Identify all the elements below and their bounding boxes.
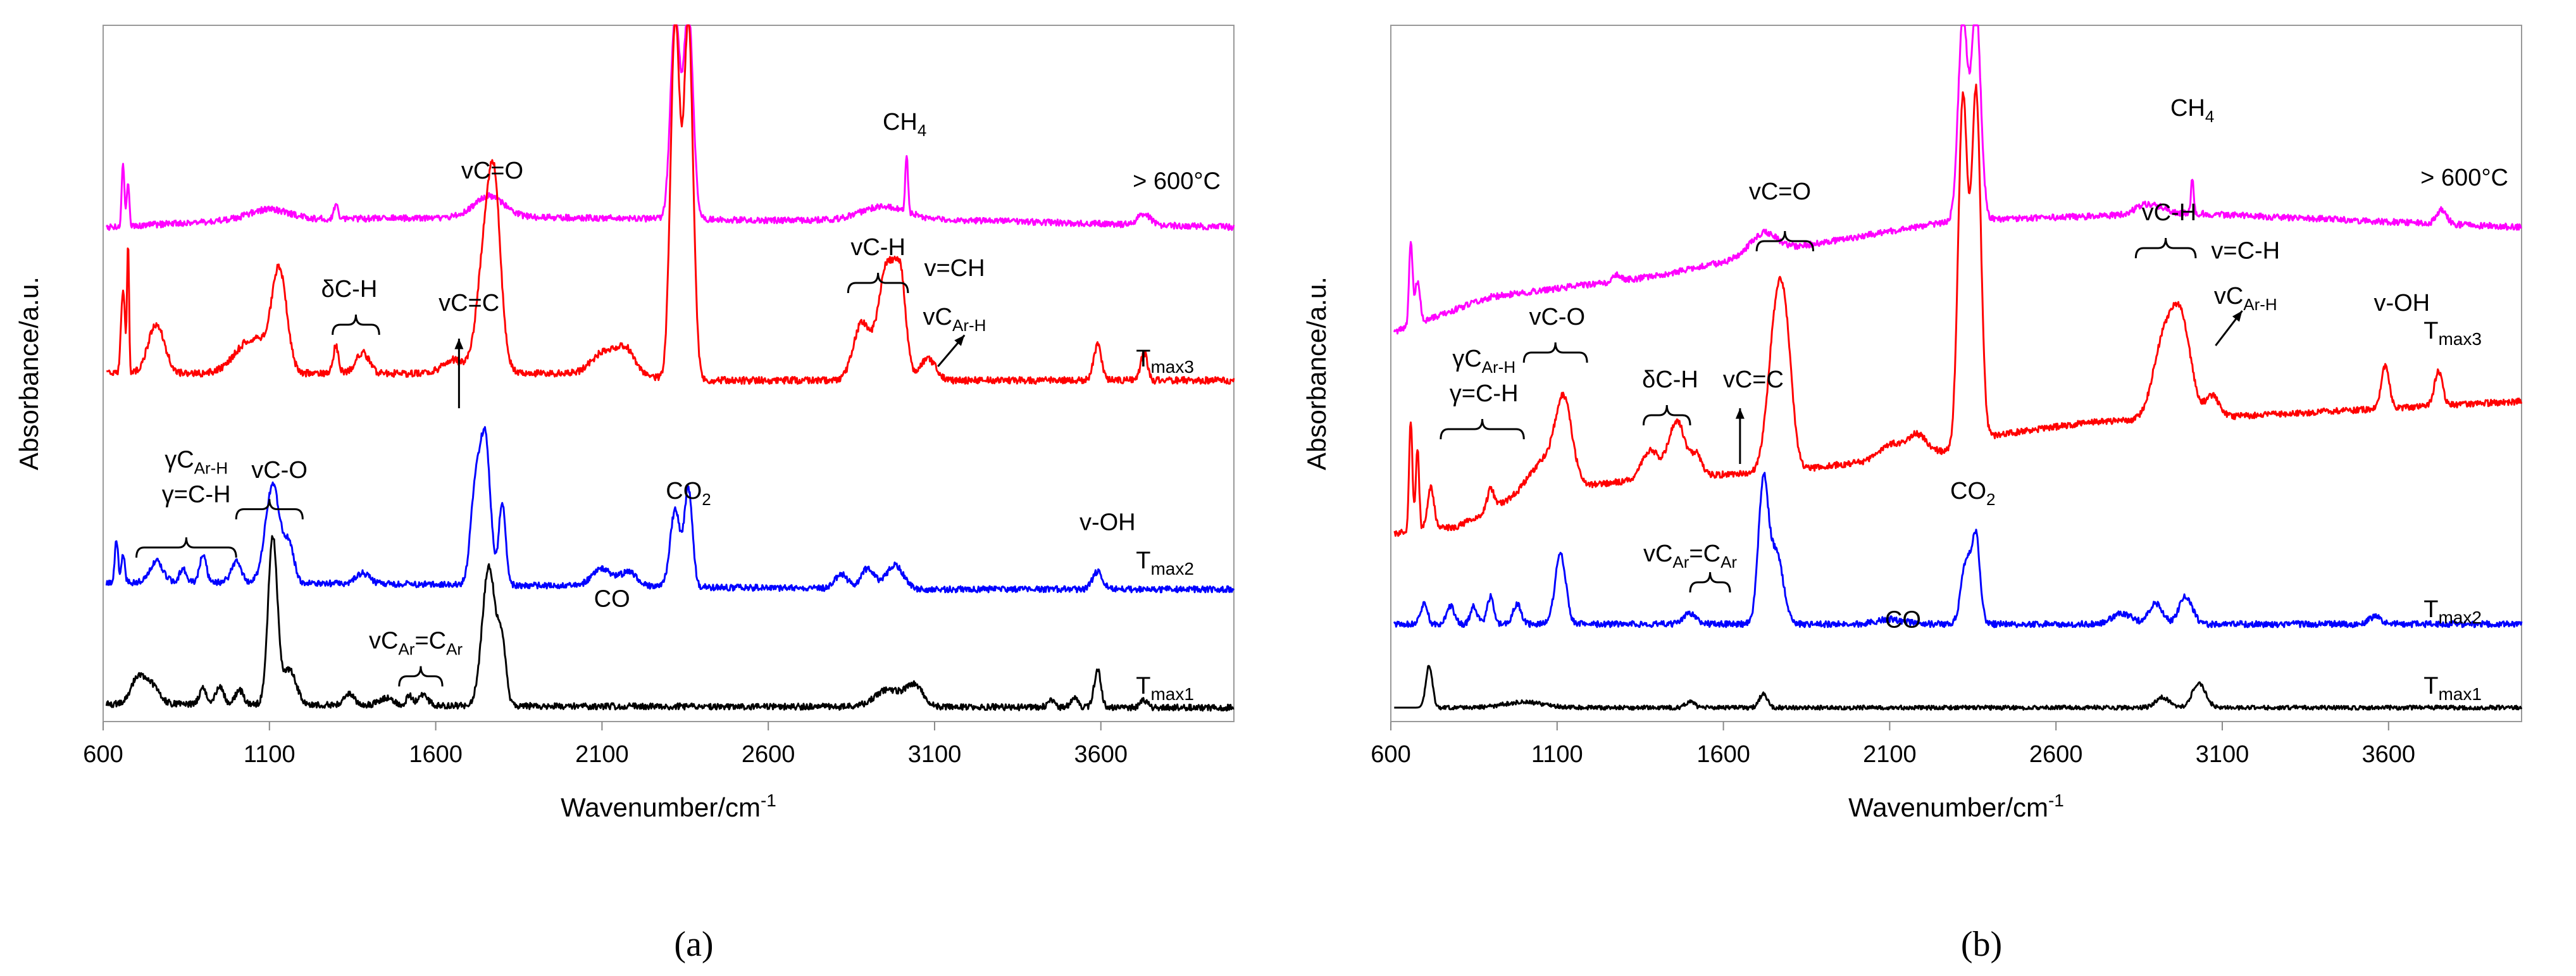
series-line xyxy=(105,426,1235,594)
annotation-label: vCAr-H xyxy=(923,304,986,335)
annotation-label: CH4 xyxy=(883,109,926,140)
plot-frame xyxy=(103,25,1235,722)
x-tick-label: 3100 xyxy=(2196,741,2249,768)
x-tick-label: 2600 xyxy=(742,741,795,768)
annotation-label: vC-O xyxy=(251,457,308,484)
annotation-label: vC=O xyxy=(1749,178,1811,205)
x-tick-label: 3600 xyxy=(2361,741,2415,768)
x-tick-label: 1100 xyxy=(244,741,296,768)
annotation-label: CO xyxy=(594,586,630,613)
bracket xyxy=(1642,404,1691,426)
bracket xyxy=(235,499,304,520)
annotation-label: CO2 xyxy=(666,478,711,509)
x-tick-label: 1100 xyxy=(1531,741,1583,768)
annotation-label: vC=C xyxy=(1723,366,1784,393)
x-axis-label: Wavenumber/cm-1 xyxy=(561,791,776,822)
annotation-label: vCAr-H xyxy=(2214,283,2277,314)
annotation-label: γCAr-H xyxy=(1452,346,1515,377)
annotation-label: vCAr=CAr xyxy=(1643,541,1737,572)
annotation-label: CH4 xyxy=(2170,95,2214,126)
bracket xyxy=(847,272,909,294)
x-tick-label: 2100 xyxy=(575,741,629,768)
x-tick-label: 1600 xyxy=(1696,741,1750,768)
series-label: Tmax2 xyxy=(2424,596,2482,627)
annotation-label: CO xyxy=(1885,607,1921,634)
x-tick-label: 3600 xyxy=(1074,741,1128,768)
chart-panel-a: 600 1100 1600 2100 2600 3100 3600 Wavenumber/cm… xyxy=(14,24,1235,964)
x-tick-label: 2100 xyxy=(1863,741,1917,768)
bracket xyxy=(332,314,380,335)
annotation-label: v-OH xyxy=(2374,290,2430,316)
annotation-label: δC-H xyxy=(321,276,378,303)
series-line xyxy=(106,24,1235,231)
annotation-label: v-OH xyxy=(1080,510,1136,536)
bracket xyxy=(1689,572,1731,593)
y-axis-label: Absorbance/a.u. xyxy=(14,277,44,470)
annotation-label: v=C-H xyxy=(2211,238,2280,265)
x-tick-label: 600 xyxy=(1371,741,1410,768)
annotation-label: vC=C xyxy=(439,290,499,316)
arrow-head xyxy=(2232,311,2243,322)
series-label: Tmax2 xyxy=(1136,547,1194,579)
bracket xyxy=(135,537,237,558)
annotation-label: vC-O xyxy=(1529,304,1585,330)
annotation-label: CO2 xyxy=(1950,478,1995,509)
annotation-label: vCAr=CAr xyxy=(369,628,463,659)
x-axis-label: Wavenumber/cm-1 xyxy=(1848,791,2064,822)
plot-frame xyxy=(1390,25,2522,722)
chart-panel-b: 600 1100 1600 2100 2600 3100 3600 Wavenumber/cm… xyxy=(1302,24,2523,964)
series-label: Tmax1 xyxy=(2424,673,2482,704)
series-line xyxy=(1393,24,2522,335)
series-label: Tmax3 xyxy=(1136,346,1194,377)
series-label: > 600°C xyxy=(2420,165,2508,191)
series-line xyxy=(1393,665,2523,711)
bracket xyxy=(398,666,444,687)
series-label: Tmax3 xyxy=(2424,318,2482,349)
series-line xyxy=(105,535,1235,712)
x-tick-label: 3100 xyxy=(908,741,962,768)
x-tick-label: 1600 xyxy=(409,741,463,768)
bracket xyxy=(1522,342,1588,363)
arrow-head xyxy=(454,339,464,349)
arrow-head xyxy=(954,335,965,346)
series-label: Tmax1 xyxy=(1136,673,1194,704)
annotation-label: vC-H xyxy=(850,234,905,261)
series-line xyxy=(1393,472,2523,629)
annotation-label: vC=O xyxy=(461,158,523,184)
annotation-label: γ=C-H xyxy=(162,482,231,508)
annotation-label: vC-H xyxy=(2142,199,2197,226)
x-tick-label: 2600 xyxy=(2029,741,2083,768)
panel-label: (b) xyxy=(1961,925,2002,964)
series-label: > 600°C xyxy=(1133,168,1221,195)
arrow-head xyxy=(1735,408,1745,419)
annotation-label: γ=C-H xyxy=(1450,380,1519,407)
annotation-label: γCAr-H xyxy=(165,447,228,478)
annotation-label: v=CH xyxy=(924,255,985,282)
bracket xyxy=(2134,237,2197,259)
y-axis-label: Absorbance/a.u. xyxy=(1302,277,1331,470)
annotation-label: δC-H xyxy=(1642,366,1698,393)
bracket xyxy=(1755,230,1814,252)
bracket xyxy=(1440,418,1525,440)
x-tick-label: 600 xyxy=(83,741,123,768)
panel-label: (a) xyxy=(674,925,713,964)
series-line xyxy=(1393,84,2523,537)
series-line xyxy=(106,24,1235,385)
